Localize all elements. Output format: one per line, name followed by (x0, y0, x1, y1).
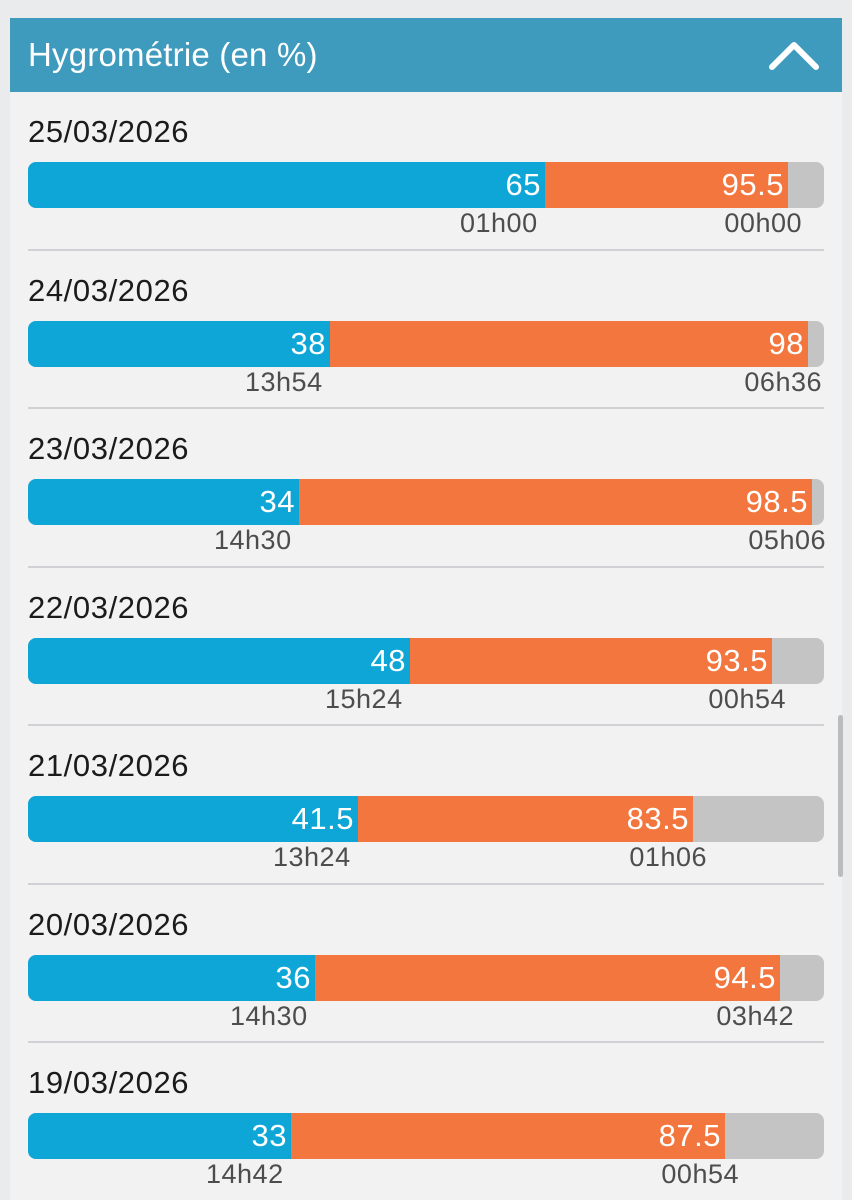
day-row: 19/03/2026 33 87.5 14h42 00h54 (10, 1043, 842, 1200)
chevron-up-icon (769, 42, 819, 70)
day-row: 24/03/2026 38 98 13h54 06h36 (10, 251, 842, 409)
min-humidity-value: 41.5 (291, 801, 354, 836)
min-humidity-value: 33 (251, 1118, 287, 1153)
min-humidity-segment (28, 320, 330, 367)
scrollbar[interactable] (838, 715, 843, 877)
day-date: 21/03/2026 (28, 748, 190, 783)
hygrometry-panel: Hygrométrie (en %) 25/03/2026 65 95.5 01h00… (10, 18, 842, 1200)
humidity-range-bar: 33 87.5 (28, 1113, 824, 1159)
max-humidity-value: 87.5 (658, 1118, 721, 1153)
day-row: 21/03/2026 41.5 83.5 13h24 01h06 (10, 726, 842, 885)
min-humidity-value: 65 (505, 167, 541, 202)
min-humidity-value: 48 (370, 642, 406, 678)
panel-header[interactable]: Hygrométrie (en %) (10, 18, 842, 92)
day-row: 25/03/2026 65 95.5 01h00 00h00 (10, 92, 842, 251)
max-humidity-value: 98 (768, 325, 804, 361)
max-humidity-time: 00h54 (708, 683, 786, 714)
max-humidity-value: 95.5 (721, 167, 784, 202)
min-humidity-segment (28, 954, 315, 1001)
min-humidity-segment (28, 796, 358, 842)
max-humidity-value: 94.5 (713, 959, 776, 995)
humidity-range-bar: 41.5 83.5 (28, 796, 824, 842)
max-humidity-segment (358, 796, 693, 842)
max-humidity-time: 06h36 (744, 366, 822, 397)
min-humidity-time: 13h24 (273, 842, 351, 872)
humidity-range-bar: 36 94.5 (28, 954, 824, 1001)
max-humidity-time: 01h06 (629, 842, 707, 872)
max-humidity-value: 93.5 (705, 642, 768, 678)
day-date: 25/03/2026 (28, 114, 190, 149)
row-divider (28, 724, 824, 726)
max-humidity-time: 00h00 (724, 208, 802, 238)
panel-title: Hygrométrie (en %) (28, 36, 318, 73)
day-row: 22/03/2026 48 93.5 15h24 00h54 (10, 568, 842, 726)
humidity-range-bar: 38 98 (28, 320, 824, 367)
min-humidity-segment (28, 1113, 291, 1159)
min-humidity-time: 14h30 (230, 1000, 308, 1031)
humidity-range-bar: 65 95.5 (28, 162, 824, 208)
day-list: 25/03/2026 65 95.5 01h00 00h00 24/03/2026 38 98… (10, 92, 842, 1200)
humidity-range-bar: 48 93.5 (28, 637, 824, 684)
min-humidity-segment (28, 637, 410, 684)
min-humidity-segment (28, 479, 299, 525)
min-humidity-value: 36 (275, 959, 311, 995)
max-humidity-segment (299, 479, 812, 525)
max-humidity-segment (330, 320, 808, 367)
row-divider (28, 248, 824, 251)
max-humidity-time: 00h54 (661, 1159, 739, 1189)
max-humidity-time: 03h42 (716, 1000, 794, 1031)
day-date: 22/03/2026 (28, 589, 190, 625)
min-humidity-time: 01h00 (460, 208, 538, 238)
min-humidity-value: 34 (259, 484, 295, 519)
day-row: 20/03/2026 36 94.5 14h30 03h42 (10, 885, 842, 1043)
min-humidity-value: 38 (290, 325, 326, 361)
row-divider (28, 565, 824, 568)
day-row: 23/03/2026 34 98.5 14h30 05h06 (10, 409, 842, 568)
min-humidity-segment (28, 162, 545, 208)
humidity-range-bar: 34 98.5 (28, 479, 824, 525)
day-date: 19/03/2026 (28, 1065, 190, 1100)
min-humidity-time: 13h54 (245, 366, 323, 397)
day-date: 20/03/2026 (28, 906, 190, 942)
max-humidity-value: 98.5 (745, 484, 808, 519)
row-divider (28, 1041, 824, 1043)
min-humidity-time: 14h42 (206, 1159, 284, 1189)
min-humidity-time: 15h24 (325, 683, 403, 714)
day-date: 23/03/2026 (28, 431, 190, 466)
collapse-button[interactable] (764, 30, 824, 80)
day-date: 24/03/2026 (28, 272, 190, 308)
max-humidity-segment (315, 954, 780, 1001)
max-humidity-time: 05h06 (748, 525, 826, 555)
row-divider (28, 882, 824, 885)
row-divider (28, 407, 824, 409)
min-humidity-time: 14h30 (214, 525, 292, 555)
max-humidity-segment (291, 1113, 725, 1159)
max-humidity-value: 83.5 (626, 801, 689, 836)
max-humidity-segment (410, 637, 772, 684)
max-humidity-segment (545, 162, 788, 208)
